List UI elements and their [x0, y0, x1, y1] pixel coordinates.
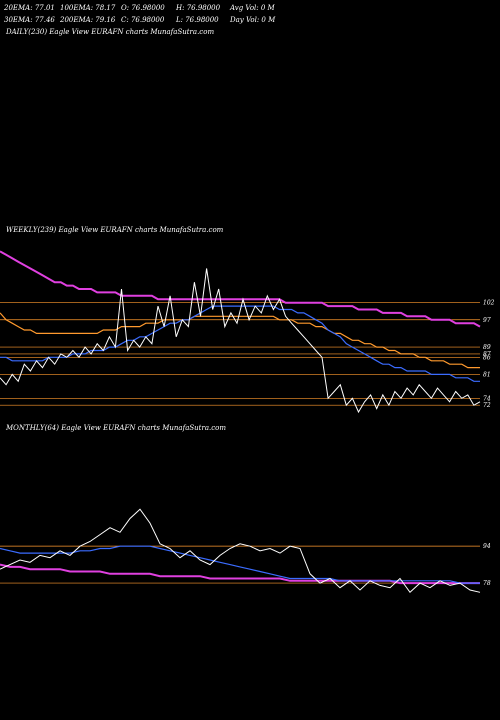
ema30-readout: 30EMA: 77.46 [4, 16, 55, 24]
low-readout: L: 76.98000 [176, 16, 219, 24]
open-readout: O: 76.98000 [121, 4, 165, 12]
monthly-level-label-0: 94 [483, 543, 491, 550]
weekly-level-label-1: 102 [483, 300, 495, 307]
monthly-price-line [0, 508, 481, 594]
weekly-ema-long-line [0, 250, 481, 328]
weekly-level-label-5: 81 [483, 371, 491, 378]
weekly-level-label-3: 86 [483, 354, 491, 361]
weekly-price-line [0, 268, 481, 414]
monthly-ema-long-line [0, 563, 480, 585]
monthly-panel-label: MONTHLY(64) Eagle View EURAFN charts Mun… [6, 424, 226, 432]
day-vol-readout: Day Vol: 0 M [230, 16, 276, 24]
weekly-ema-mid-line [0, 312, 480, 369]
weekly-level-label-7: 74 [483, 395, 491, 402]
ema20-readout: 20EMA: 77.01 [4, 4, 55, 12]
weekly-level-label-0: 89 [483, 344, 491, 351]
daily-panel-label: DAILY(230) Eagle View EURAFN charts Muna… [6, 28, 215, 36]
weekly-ema-fast-line [0, 305, 480, 382]
monthly-ema-fast-line [0, 545, 480, 584]
ema100-readout: 100EMA: 78.17 [60, 4, 116, 12]
weekly-level-label-6: 72 [483, 402, 491, 409]
monthly-level-label-1: 78 [483, 580, 491, 587]
avg-vol-readout: Avg Vol: 0 M [230, 4, 275, 12]
high-readout: H: 76.98000 [176, 4, 221, 12]
weekly-panel-label: WEEKLY(239) Eagle View EURAFN charts Mun… [6, 226, 224, 234]
weekly-level-label-2: 97 [483, 317, 491, 324]
weekly-level-label-4: 87 [483, 351, 491, 358]
ema200-readout: 200EMA: 79.16 [60, 16, 116, 24]
monthly-chart: 94 78 [0, 508, 491, 594]
close-readout: C: 76.98000 [121, 16, 165, 24]
